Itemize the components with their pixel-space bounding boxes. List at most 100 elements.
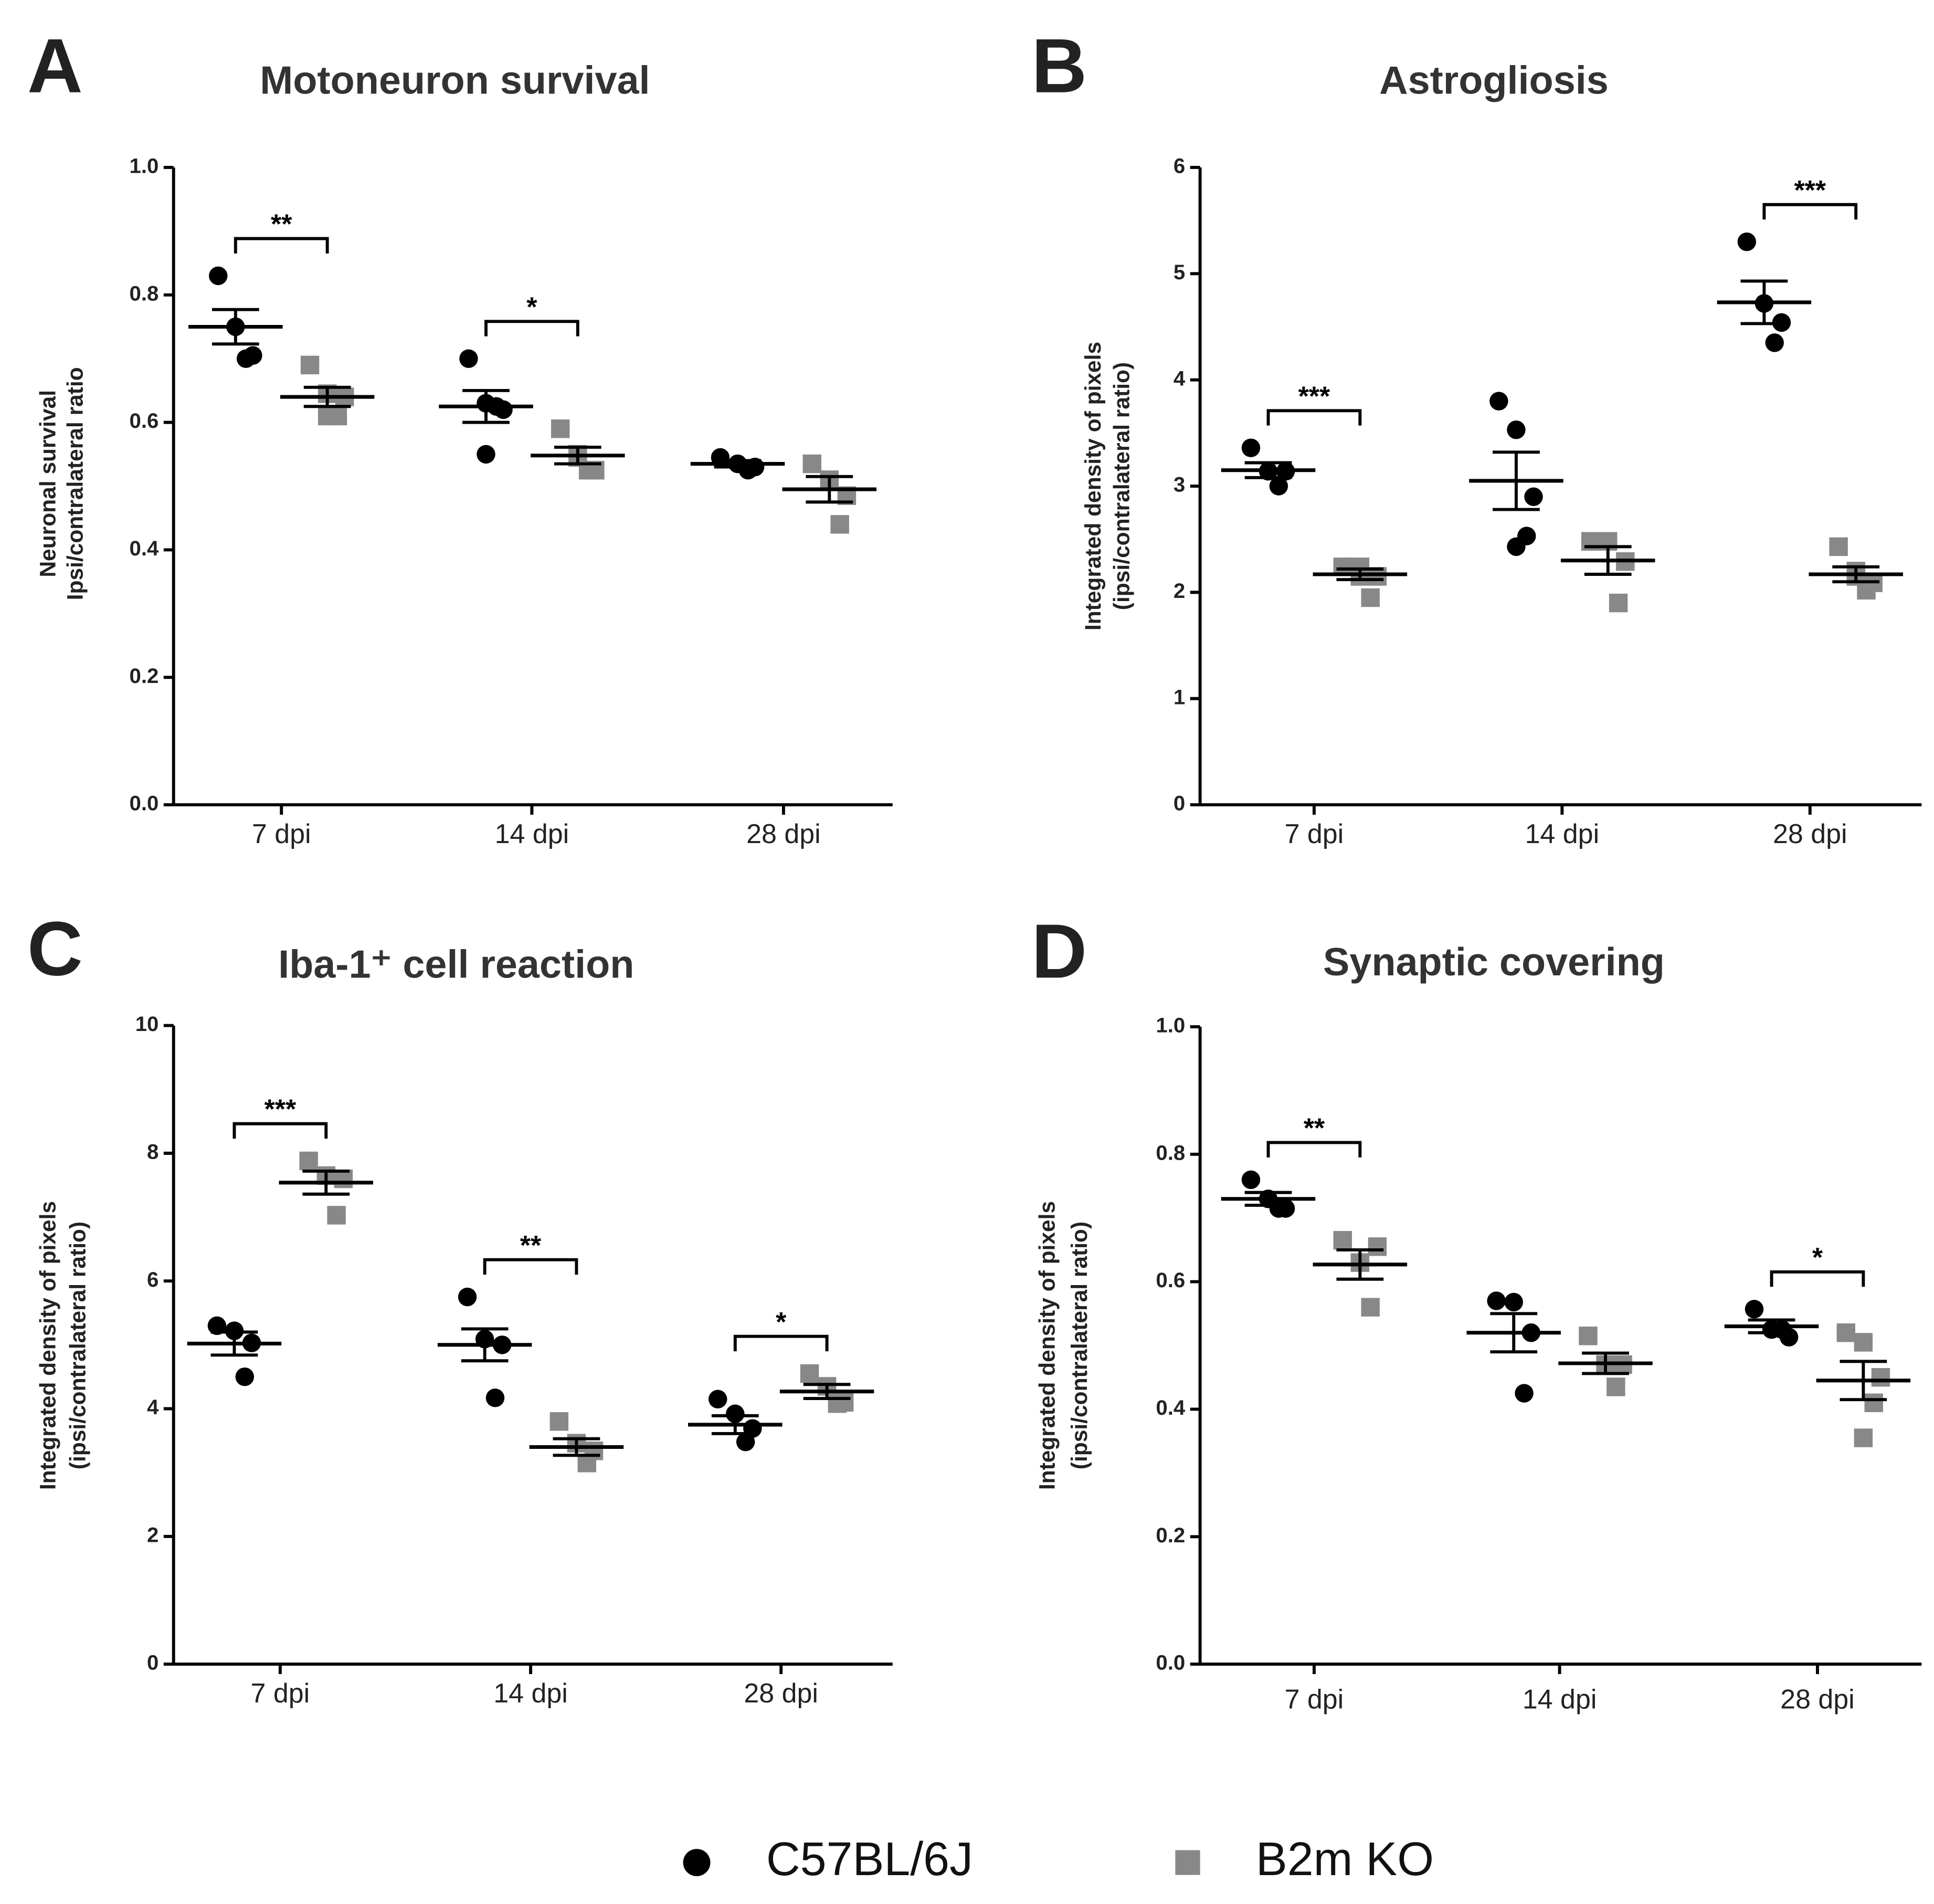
y-tick-label: 3 — [1174, 473, 1185, 497]
y-tick-label: 0.4 — [130, 537, 159, 560]
data-point — [1515, 1384, 1534, 1403]
y-axis-label: Integrated density of pixels — [36, 1201, 61, 1490]
chart-title: Iba-1⁺ cell reaction — [278, 943, 634, 987]
data-point — [1361, 1298, 1380, 1317]
data-point — [1871, 1368, 1890, 1387]
data-point — [1765, 333, 1784, 352]
legend-label: B2m KO — [1256, 1833, 1434, 1886]
significance-bracket — [1770, 1270, 1865, 1287]
significance-label: ** — [271, 209, 292, 240]
y-tick-label: 0.2 — [130, 664, 159, 688]
legend-marker — [1175, 1850, 1200, 1875]
data-point — [1487, 1291, 1506, 1310]
x-tick-label: 14 dpi — [1523, 1685, 1597, 1715]
data-point — [459, 349, 478, 368]
data-point — [1269, 1199, 1288, 1218]
data-point — [1241, 438, 1261, 457]
data-point — [458, 1287, 477, 1307]
y-tick-label: 2 — [147, 1523, 158, 1547]
data-point — [236, 349, 256, 368]
y-tick-label: 1.0 — [130, 154, 159, 178]
data-point — [1857, 581, 1876, 600]
y-tick-label: 0.0 — [1156, 1651, 1185, 1675]
data-point — [551, 419, 570, 438]
significance-bracket — [232, 1122, 328, 1139]
y-tick-label: 0.6 — [130, 409, 159, 433]
y-tick-label: 1 — [1174, 685, 1185, 709]
panel-label: B — [1031, 23, 1087, 109]
y-tick-label: 6 — [147, 1268, 158, 1291]
data-point — [477, 445, 495, 464]
significance-label: ** — [1304, 1113, 1325, 1144]
panel-label: C — [27, 906, 83, 992]
data-point — [1609, 593, 1628, 613]
significance-label: * — [776, 1307, 787, 1338]
x-tick-label: 7 dpi — [251, 1678, 310, 1709]
data-point — [549, 1412, 569, 1431]
data-point — [235, 1367, 255, 1386]
data-point — [207, 1316, 227, 1335]
data-point — [1854, 1428, 1873, 1447]
y-axis-label: Ipsi/contralateral ratio — [64, 367, 88, 600]
data-point — [1524, 487, 1543, 506]
chart-title: Astrogliosis — [1379, 58, 1609, 102]
significance-bracket — [234, 237, 329, 254]
y-tick-label: 4 — [1174, 366, 1186, 390]
y-tick-label: 0.2 — [1156, 1523, 1185, 1547]
panel-label: D — [1031, 908, 1087, 994]
y-tick-label: 0 — [1174, 792, 1185, 815]
y-axis-label: Integrated density of pixels — [1081, 342, 1106, 630]
y-tick-label: 5 — [1174, 260, 1185, 284]
significance-label: *** — [1298, 381, 1330, 412]
x-tick-label: 14 dpi — [493, 1678, 568, 1709]
data-point — [318, 406, 337, 426]
data-point — [1745, 1300, 1764, 1319]
data-point — [1829, 537, 1848, 556]
data-point — [708, 1390, 727, 1408]
data-point — [802, 454, 821, 474]
data-point — [1854, 1333, 1873, 1352]
x-tick-label: 7 dpi — [1285, 819, 1344, 849]
significance-label: *** — [265, 1095, 297, 1125]
legend-marker — [683, 1849, 711, 1877]
y-axis-label: (ipsi/contralateral ratio) — [1068, 1222, 1092, 1469]
y-tick-label: 1.0 — [1156, 1014, 1185, 1037]
y-axis-label: Integrated density of pixels — [1035, 1201, 1060, 1490]
x-tick-label: 28 dpi — [746, 819, 821, 849]
data-point — [300, 355, 320, 375]
significance-label: *** — [1794, 175, 1826, 206]
x-tick-label: 28 dpi — [1773, 819, 1847, 849]
x-tick-label: 28 dpi — [744, 1678, 818, 1709]
x-tick-label: 7 dpi — [252, 819, 311, 849]
y-tick-label: 2 — [1174, 579, 1185, 603]
data-point — [1504, 1292, 1523, 1312]
y-tick-label: 8 — [147, 1140, 158, 1163]
data-point — [1607, 1377, 1625, 1396]
y-tick-label: 0 — [147, 1651, 158, 1675]
data-point — [209, 266, 228, 286]
data-point — [1333, 1230, 1352, 1250]
data-point — [1772, 1320, 1792, 1339]
significance-bracket — [1762, 203, 1858, 220]
significance-bracket — [1266, 1141, 1362, 1158]
significance-label: * — [1812, 1243, 1823, 1273]
chart-title: Motoneuron survival — [260, 58, 650, 102]
x-tick-label: 14 dpi — [1525, 819, 1600, 849]
x-tick-label: 7 dpi — [1285, 1685, 1344, 1715]
data-point — [1269, 477, 1288, 496]
data-point — [299, 1151, 318, 1171]
significance-bracket — [484, 320, 579, 336]
data-point — [736, 1433, 755, 1451]
data-point — [1489, 392, 1508, 411]
data-point — [1361, 588, 1380, 607]
data-point — [830, 515, 849, 534]
data-point — [1836, 1323, 1856, 1342]
data-point — [327, 1206, 346, 1225]
significance-bracket — [1266, 409, 1362, 426]
y-axis-label: Neuronal survival — [36, 390, 61, 577]
y-tick-label: 4 — [147, 1395, 159, 1419]
y-tick-label: 0.4 — [1156, 1396, 1185, 1419]
significance-label: * — [526, 292, 537, 322]
y-axis-label: (ipsi/contralateral ratio) — [66, 1222, 90, 1469]
